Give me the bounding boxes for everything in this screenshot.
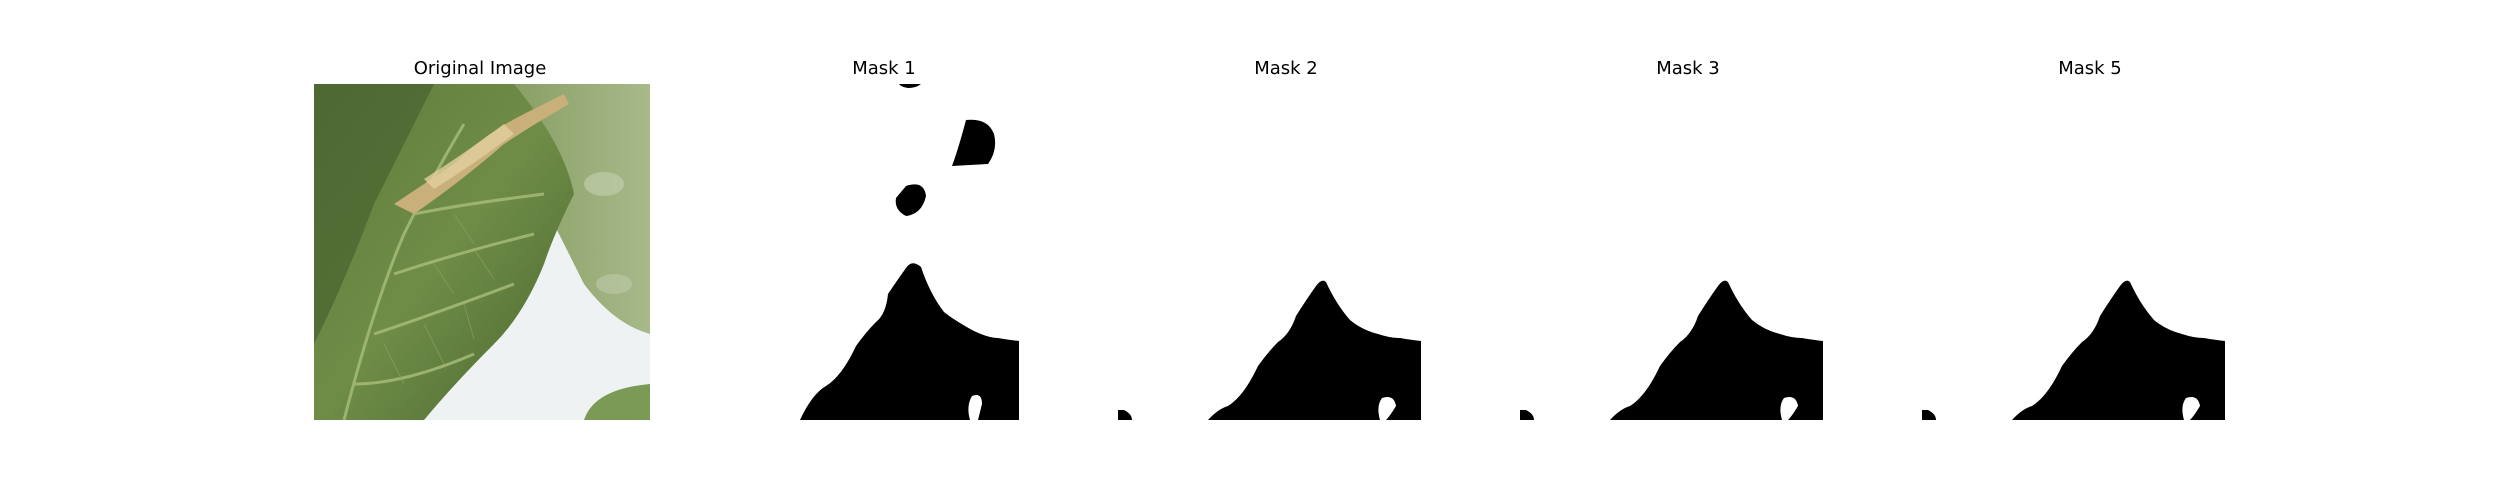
- mask-5-image: [1922, 84, 2258, 420]
- leaf-photo: [314, 84, 650, 420]
- mask-3-shape: [1520, 84, 1856, 420]
- mask-5-shape: [1922, 84, 2258, 420]
- mask-1-image: [716, 84, 1052, 420]
- panel-title-mask-5: Mask 5: [2058, 58, 2122, 79]
- mask-3-image: [1520, 84, 1856, 420]
- mask-1-shape: [716, 84, 1052, 420]
- mask-2-image: [1118, 84, 1454, 420]
- panel-title-mask-2: Mask 2: [1254, 58, 1318, 79]
- mask-2-shape: [1118, 84, 1454, 420]
- panel-title-original: Original Image: [413, 58, 547, 79]
- original-image: [314, 84, 650, 420]
- panel-title-mask-3: Mask 3: [1656, 58, 1720, 79]
- panel-title-mask-1: Mask 1: [852, 58, 916, 79]
